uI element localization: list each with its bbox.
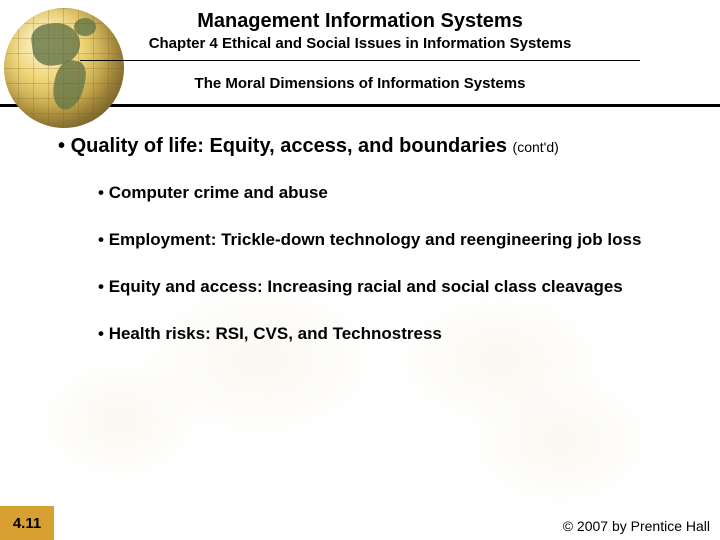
sub-bullet: Employment: Trickle-down technology and … [98,229,662,252]
copyright-text: © 2007 by Prentice Hall [563,506,720,540]
slide-number: 4.11 [0,506,54,540]
slide-footer: 4.11 © 2007 by Prentice Hall [0,506,720,540]
footer-spacer [54,506,563,540]
course-title: Management Information Systems [0,10,720,33]
sub-bullet: Equity and access: Increasing racial and… [98,276,662,299]
slide-header: Management Information Systems Chapter 4… [0,0,720,102]
sub-bullet-list: Computer crime and abuse Employment: Tri… [58,182,662,346]
section-title: The Moral Dimensions of Information Syst… [0,75,720,102]
sub-bullet: Health risks: RSI, CVS, and Technostress [98,323,662,346]
slide-content: Quality of life: Equity, access, and bou… [0,107,720,346]
main-bullet: Quality of life: Equity, access, and bou… [58,135,662,158]
sub-bullet: Computer crime and abuse [98,182,662,205]
main-bullet-text: Quality of life: Equity, access, and bou… [71,135,507,157]
main-bullet-suffix: (cont'd) [513,139,559,155]
header-divider [80,60,640,61]
chapter-subtitle: Chapter 4 Ethical and Social Issues in I… [0,35,720,52]
